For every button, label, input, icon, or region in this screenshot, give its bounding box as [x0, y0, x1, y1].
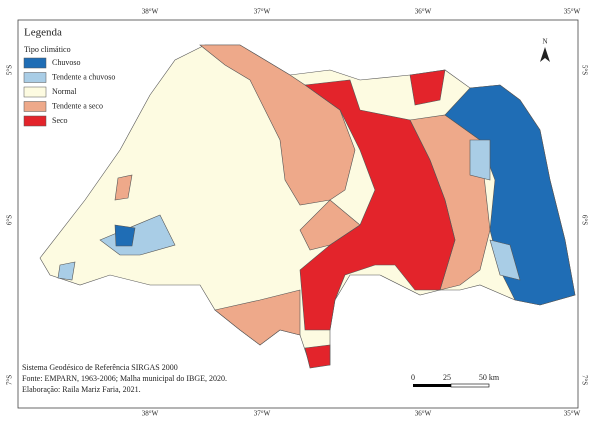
legend: Legenda Tipo climático Chuvoso Tendente a…	[23, 27, 115, 127]
legend-label: Normal	[52, 87, 77, 96]
longitude-label: 38°W	[142, 410, 159, 418]
region-tendente-seco	[114, 174, 133, 201]
legend-label: Tendente a seco	[52, 101, 103, 110]
legend-items: Chuvoso Tendente a chuvoso Normal Tendente …	[23, 57, 115, 127]
region-seco	[409, 69, 446, 106]
latitude-label: 7°S	[580, 375, 588, 385]
longitude-label: 37°W	[254, 8, 271, 16]
scale-label: 0	[411, 373, 415, 382]
north-arrow: N	[540, 38, 550, 62]
scale-bar: 0 25 50 km	[411, 373, 500, 388]
latitude-label: 6°S	[6, 215, 14, 225]
latitude-label: 5°S	[580, 65, 588, 75]
note: Elaboração: Raila Mariz Faria, 2021.	[22, 385, 141, 394]
region-chuvoso	[444, 84, 576, 306]
longitude-label: 36°W	[415, 410, 432, 418]
longitude-label: 37°W	[254, 410, 271, 418]
region-tendente-chuvoso	[469, 139, 491, 181]
regions	[39, 44, 576, 369]
north-label: N	[542, 38, 547, 46]
region-seco	[304, 344, 331, 369]
legend-swatch	[23, 115, 47, 127]
region-tendente-chuvoso	[489, 239, 521, 281]
scale-label: 25	[443, 373, 451, 382]
region-tendente-seco	[299, 199, 361, 251]
legend-swatch	[23, 101, 47, 112]
legend-swatch	[23, 57, 47, 69]
longitude-label: 35°W	[564, 8, 581, 16]
legend-label: Seco	[52, 116, 68, 125]
legend-label: Chuvoso	[52, 58, 80, 67]
note: Fonte: EMPARN, 1963-2006; Malha municipa…	[22, 374, 227, 383]
legend-title: Legenda	[24, 27, 62, 39]
notes: Sistema Geodésico de Referência SIRGAS 2…	[22, 363, 227, 394]
region-chuvoso	[114, 224, 136, 247]
latitude-label: 5°S	[6, 65, 14, 75]
longitude-label: 36°W	[415, 8, 432, 16]
note: Sistema Geodésico de Referência SIRGAS 2…	[22, 363, 178, 372]
legend-swatch	[23, 86, 47, 98]
legend-label: Tendente a chuvoso	[52, 72, 115, 81]
latitude-label: 6°S	[580, 215, 588, 225]
latitude-label: 7°S	[6, 375, 14, 385]
legend-subtitle: Tipo climático	[24, 45, 71, 54]
region-seco	[299, 79, 456, 331]
region-tendente-chuvoso	[57, 261, 76, 281]
legend-swatch	[23, 72, 47, 83]
longitude-label: 38°W	[142, 8, 159, 16]
longitude-label: 35°W	[564, 410, 581, 418]
coordinates: 38°W 37°W 36°W 35°W 38°W 37°W 36°W 35°W 5°S 6°S 7°…	[6, 8, 589, 418]
region-tendente-seco	[214, 289, 301, 346]
scale-label: 50 km	[479, 373, 500, 382]
